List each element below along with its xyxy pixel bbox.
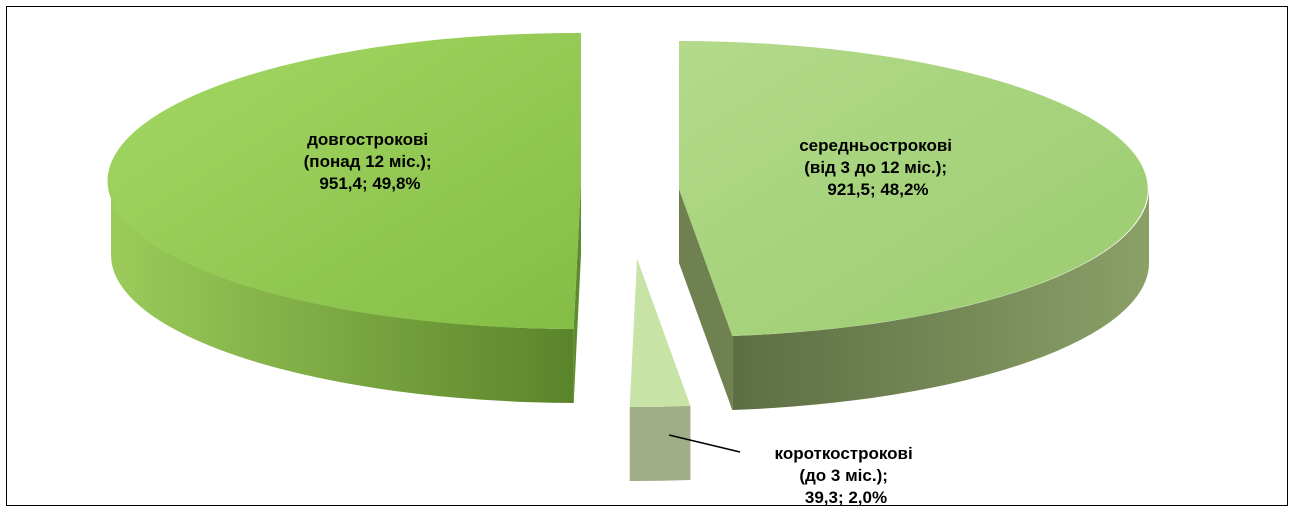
slice-mid-top [679, 41, 1148, 336]
slice-long-rim [111, 181, 574, 403]
slice-mid-rim [732, 189, 1149, 410]
pie-chart: довгострокові (понад 12 міс.); 951,4; 49… [107, 32, 1149, 506]
slice-label-long: довгострокові (понад 12 міс.); 951,4; 49… [304, 130, 437, 193]
slice-mid [679, 41, 1149, 410]
slice-mid-face [679, 189, 733, 410]
slice-long-top [107, 32, 582, 329]
slice-long [107, 32, 582, 403]
slice-short [629, 259, 691, 482]
slice-label-mid: середньострокові (від 3 до 12 міс.); 921… [799, 136, 957, 199]
slice-short-top [629, 259, 691, 408]
slice-label-short: короткострокові (до 3 міс.); 39,3; 2,0% [775, 444, 918, 506]
chart-frame: довгострокові (понад 12 міс.); 951,4; 49… [6, 6, 1288, 506]
leader-line-short [668, 434, 741, 453]
slice-long-face [573, 181, 581, 403]
